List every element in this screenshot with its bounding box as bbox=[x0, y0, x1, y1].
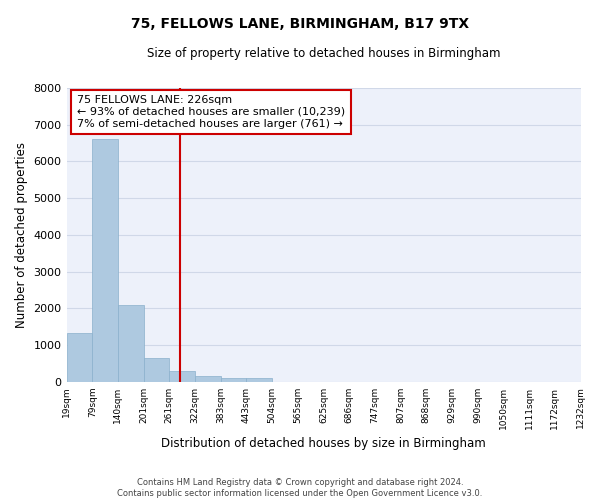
Bar bbox=[221, 378, 247, 382]
Bar bbox=[169, 370, 195, 382]
X-axis label: Distribution of detached houses by size in Birmingham: Distribution of detached houses by size … bbox=[161, 437, 486, 450]
Text: 75 FELLOWS LANE: 226sqm
← 93% of detached houses are smaller (10,239)
7% of semi: 75 FELLOWS LANE: 226sqm ← 93% of detache… bbox=[77, 96, 345, 128]
Bar bbox=[67, 333, 92, 382]
Title: Size of property relative to detached houses in Birmingham: Size of property relative to detached ho… bbox=[147, 48, 500, 60]
Bar bbox=[247, 378, 272, 382]
Y-axis label: Number of detached properties: Number of detached properties bbox=[15, 142, 28, 328]
Bar bbox=[143, 358, 169, 382]
Text: Contains HM Land Registry data © Crown copyright and database right 2024.
Contai: Contains HM Land Registry data © Crown c… bbox=[118, 478, 482, 498]
Text: 75, FELLOWS LANE, BIRMINGHAM, B17 9TX: 75, FELLOWS LANE, BIRMINGHAM, B17 9TX bbox=[131, 18, 469, 32]
Bar bbox=[118, 306, 143, 382]
Bar bbox=[92, 140, 118, 382]
Bar bbox=[195, 376, 221, 382]
